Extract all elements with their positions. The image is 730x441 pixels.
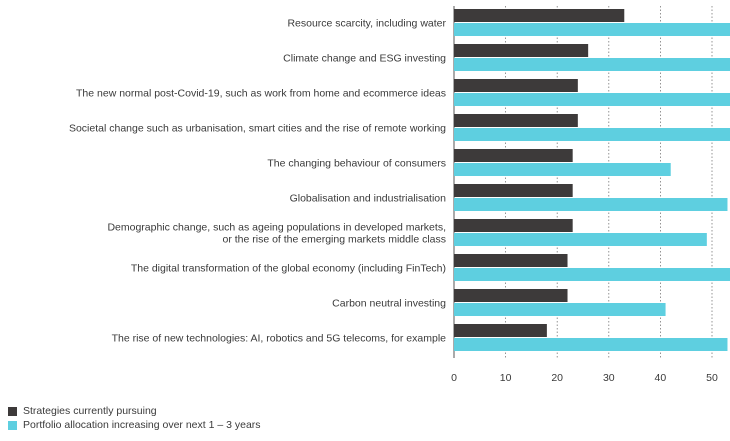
bar-pursuing-8 [454, 289, 568, 302]
category-label-7: The digital transformation of the global… [131, 263, 446, 275]
x-tick-0: 0 [451, 372, 457, 384]
bar-pursuing-4 [454, 149, 573, 162]
category-label-6: Demographic change, such as ageing popul… [107, 222, 446, 246]
bar-increasing-2 [454, 93, 730, 106]
category-label-8: Carbon neutral investing [332, 298, 446, 310]
x-tick-10: 10 [500, 372, 512, 384]
x-tick-40: 40 [655, 372, 667, 384]
bar-pursuing-9 [454, 324, 547, 337]
bar-pursuing-6 [454, 219, 573, 232]
legend-swatch-increasing [8, 420, 17, 430]
category-label-9: The rise of new technologies: AI, roboti… [112, 333, 447, 345]
x-tick-30: 30 [603, 372, 615, 384]
category-labels: Resource scarcity, including water Climat… [69, 18, 447, 345]
legend-label-pursuing: Strategies currently pursuing [23, 405, 157, 417]
bar-pursuing-7 [454, 254, 568, 267]
bar-increasing-9 [454, 338, 728, 351]
bar-increasing-4 [454, 163, 671, 176]
category-label-5: Globalisation and industrialisation [290, 193, 447, 205]
legend: Strategies currently pursuing Portfolio … [8, 404, 261, 432]
bar-pursuing-5 [454, 184, 573, 197]
bars [454, 9, 730, 351]
category-label-4: The changing behaviour of consumers [267, 158, 446, 170]
legend-item-pursuing: Strategies currently pursuing [8, 404, 261, 418]
legend-label-increasing: Portfolio allocation increasing over nex… [23, 419, 261, 431]
bar-increasing-8 [454, 303, 666, 316]
bar-pursuing-3 [454, 114, 578, 127]
category-label-2: The new normal post-Covid-19, such as wo… [76, 88, 446, 100]
bar-pursuing-0 [454, 9, 625, 22]
bar-pursuing-1 [454, 44, 589, 57]
x-tick-20: 20 [551, 372, 563, 384]
legend-swatch-pursuing [8, 406, 17, 416]
category-label-0: Resource scarcity, including water [287, 18, 446, 30]
x-tick-50: 50 [706, 372, 718, 384]
x-axis-ticks: 010203040506070 [451, 372, 718, 384]
bar-increasing-5 [454, 198, 728, 211]
bar-pursuing-2 [454, 79, 578, 92]
bar-increasing-0 [454, 23, 730, 36]
category-label-1: Climate change and ESG investing [283, 53, 446, 65]
bar-increasing-7 [454, 268, 730, 281]
category-label-3: Societal change such as urbanisation, sm… [69, 123, 446, 135]
bar-increasing-3 [454, 128, 730, 141]
legend-item-increasing: Portfolio allocation increasing over nex… [8, 418, 261, 432]
bar-increasing-6 [454, 233, 707, 246]
bar-increasing-1 [454, 58, 730, 71]
